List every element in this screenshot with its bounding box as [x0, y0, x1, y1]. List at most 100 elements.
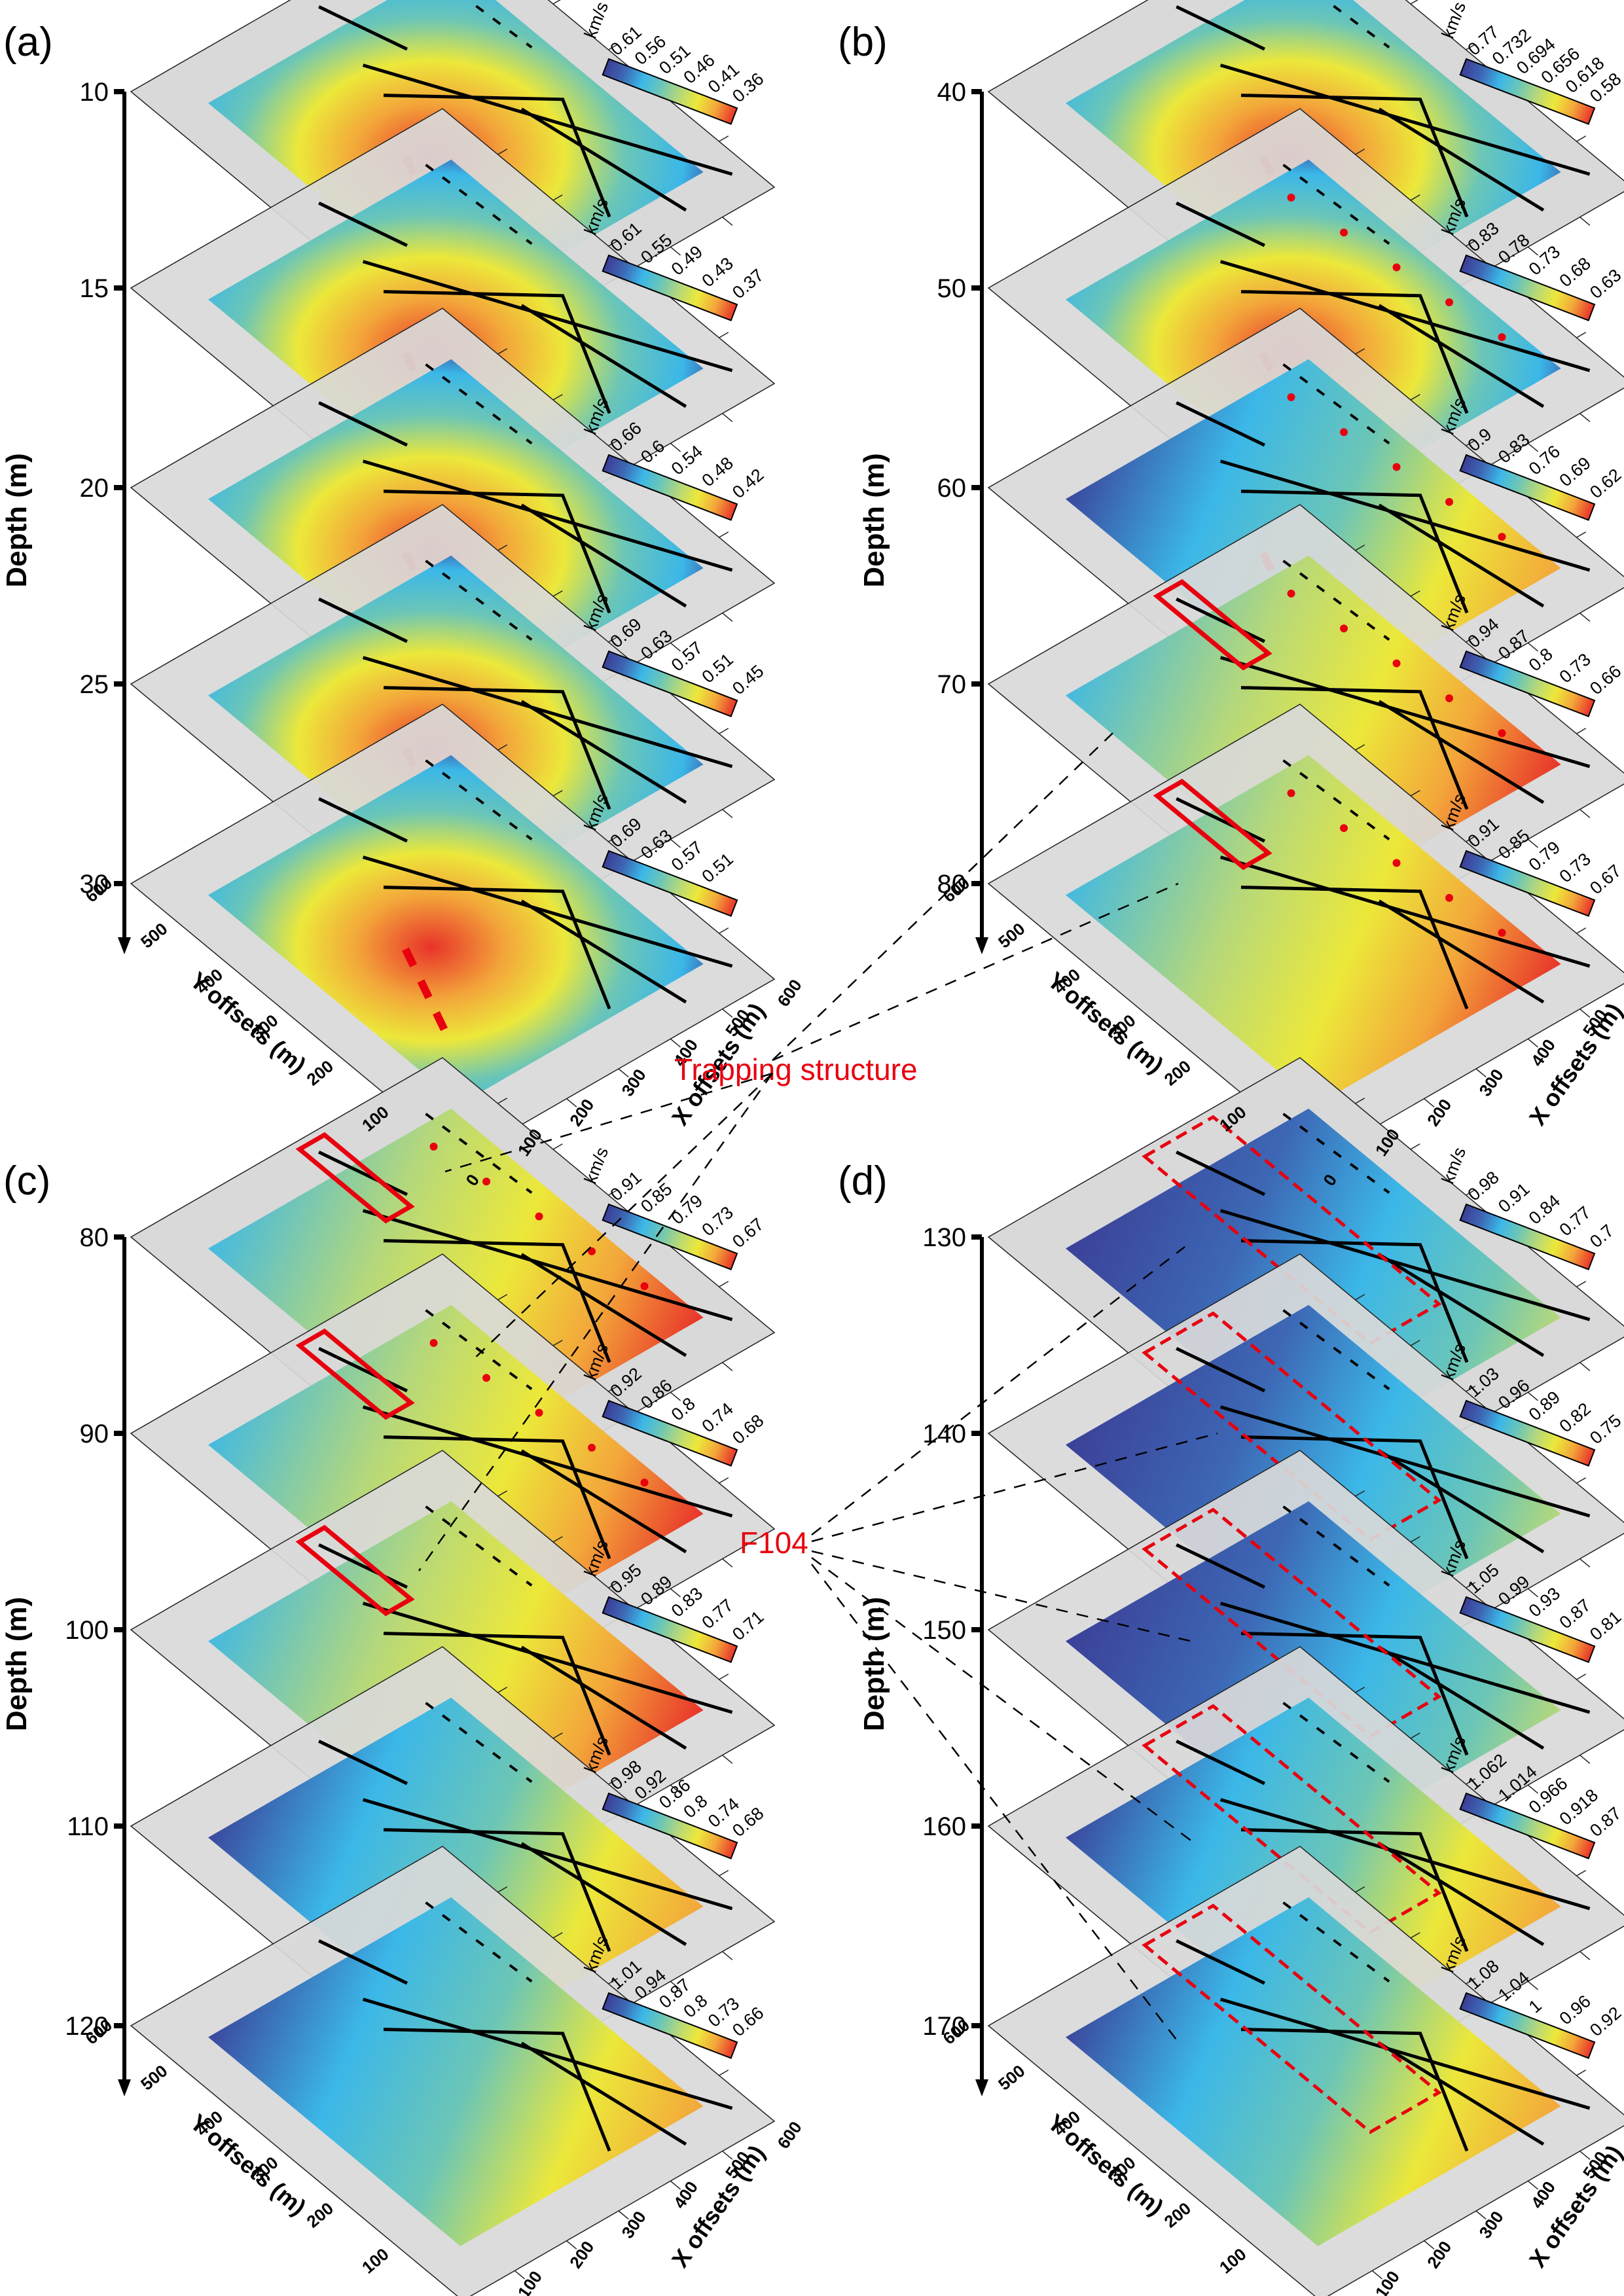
depth-tick-label: 120 [65, 2012, 109, 2041]
legend-unit: km/s [581, 0, 612, 41]
fault-dashed-line [1282, 1702, 1390, 1784]
x-offset-tick-label: 200 [1423, 2237, 1455, 2272]
depth-axis-arrow-icon [975, 937, 988, 954]
trapping-structure-box [295, 1132, 415, 1224]
legend-tick-label: 0.68 [729, 1410, 767, 1448]
frame-tick [1466, 636, 1476, 643]
fault-dashed-line [425, 363, 533, 445]
depth-axis-arrow-icon [975, 2079, 988, 2096]
frame-tick [618, 2210, 629, 2220]
frame-tick [566, 2240, 577, 2250]
red-dot [1498, 729, 1506, 738]
frame-tick [1576, 135, 1587, 142]
fault-line [318, 1347, 408, 1393]
frame-tick [1576, 927, 1587, 934]
frame-tick [608, 240, 619, 247]
frame-tick [1466, 1189, 1476, 1196]
frame-tick [670, 1038, 681, 1048]
frame-tick [497, 348, 508, 355]
frame-tick [608, 1778, 619, 1785]
legend-tick-label: 0.71 [729, 1607, 767, 1644]
frame-tick [566, 1098, 577, 1107]
frame-tick [1579, 1951, 1591, 1960]
fault-line [1219, 63, 1591, 176]
fault-dashed-line [1282, 560, 1390, 641]
frame-tick [1527, 1038, 1539, 1048]
frame-tick [719, 728, 729, 734]
fault-line [1219, 855, 1591, 968]
legend-tick-label: 0.92 [1586, 2003, 1624, 2040]
fault-line [362, 1602, 733, 1714]
fault-line [1378, 1449, 1545, 1554]
frame-tick [1527, 246, 1539, 256]
fault-line [318, 1740, 408, 1785]
fault-line [362, 1798, 733, 1910]
frame-tick [608, 1978, 619, 1984]
annotation-f104: F104 [740, 1526, 808, 1560]
frame-tick [1410, 194, 1420, 201]
frame-tick [1355, 1886, 1365, 1893]
depth-tick-label: 10 [80, 78, 109, 107]
fault-line [1240, 1435, 1469, 1560]
f104-dashed-box [1142, 1507, 1442, 1738]
depth-tick-label: 150 [922, 1616, 966, 1645]
fault-line [1378, 1842, 1545, 1946]
red-dot [535, 1408, 543, 1417]
fault-line [1219, 459, 1591, 572]
fault-line [383, 2028, 611, 2152]
red-dot [1340, 824, 1348, 833]
fault-line [1176, 5, 1265, 51]
x-offset-tick-label: 400 [1527, 2178, 1559, 2212]
fault-dashed-line [465, 0, 533, 49]
fault-dashed-line [425, 1505, 533, 1587]
depth-axis-arrow-icon [118, 2079, 131, 2096]
frame-tick [552, 0, 561, 5]
panel-c: km/s0.910.850.790.730.67km/s0.920.860.80… [130, 1057, 776, 2296]
fault-line [520, 700, 687, 804]
fault-line [520, 899, 687, 1004]
panel-label: (d) [838, 1158, 888, 1204]
frame-tick [608, 636, 619, 643]
fault-line [1240, 1239, 1469, 1363]
colorbar [602, 1399, 738, 1467]
fault-line [383, 1239, 611, 1363]
annotation-leader-line [811, 1556, 1199, 1847]
frame-tick [552, 1536, 563, 1543]
frame-tick [670, 1391, 681, 1401]
depth-axis-title: Depth (m) [858, 1597, 890, 1731]
red-dot [588, 1443, 596, 1452]
fault-line [1176, 1939, 1265, 1985]
trapping-structure-box [295, 1524, 415, 1617]
fault-line [318, 1543, 408, 1589]
frame-tick [552, 1340, 563, 1346]
legend-tick-label: 0.67 [729, 1214, 767, 1251]
colorbar [1459, 1596, 1596, 1663]
depth-tick-label: 110 [67, 1812, 109, 1841]
depth-tick-label: 80 [80, 1223, 109, 1252]
frame-tick [670, 642, 681, 652]
frame-tick [1579, 1755, 1591, 1764]
colorbar [1459, 850, 1596, 917]
legend-tick-label: 0.75 [1586, 1410, 1624, 1448]
frame-tick [1355, 1098, 1365, 1104]
depth-tick-label: 90 [80, 1420, 109, 1448]
red-dot [1445, 298, 1454, 306]
depth-tick-label: 70 [937, 670, 967, 699]
frame-tick [608, 836, 619, 842]
fault-line [520, 1842, 687, 1946]
depth-axis-arrow-icon [118, 937, 131, 954]
frame-tick [722, 1951, 733, 1960]
depth-tick-label: 30 [80, 870, 109, 899]
annotation-leader-line [418, 1073, 774, 1571]
annotation-leader-line [471, 1073, 773, 1362]
red-dot [1287, 393, 1295, 401]
frame-tick [722, 2151, 733, 2160]
red-dot [1498, 333, 1506, 342]
fault-line [1240, 1632, 1469, 1756]
frame-tick [1410, 1932, 1420, 1939]
red-dot [1445, 893, 1454, 902]
frame-tick [670, 1784, 681, 1794]
fault-line [1219, 1798, 1591, 1910]
frame-tick [1355, 744, 1365, 751]
fault-line [383, 1632, 611, 1756]
